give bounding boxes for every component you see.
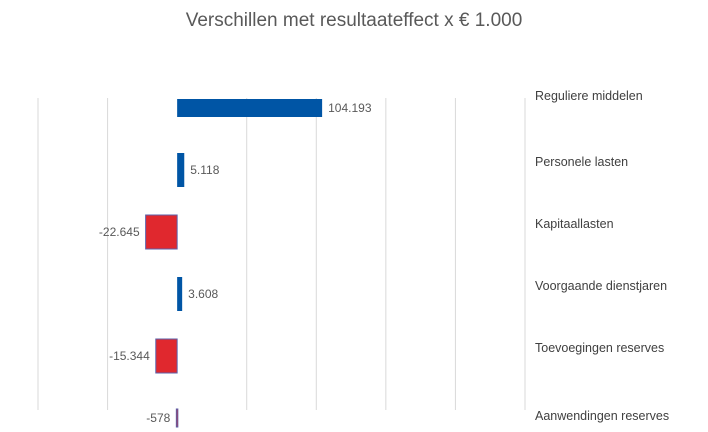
chart-title: Verschillen met resultaateffect x € 1.00… (185, 10, 523, 31)
data-label: 3.608 (188, 287, 218, 301)
bar (177, 99, 323, 117)
data-label: 5.118 (190, 163, 219, 177)
data-labels: 104.193 5.118 -22.645 3.608 -15.344 -578 (99, 101, 372, 425)
gridlines (37, 98, 526, 410)
category-label: Reguliere middelen (535, 89, 643, 103)
bar (177, 153, 185, 187)
data-label: -578 (146, 411, 170, 425)
data-label: -15.344 (109, 349, 150, 363)
bar (175, 408, 179, 428)
data-label: -22.645 (99, 225, 140, 239)
data-label: 104.193 (328, 101, 372, 115)
category-label: Toevoegingen reserves (535, 341, 664, 355)
bar (145, 214, 178, 250)
category-label: Kapitaallasten (535, 217, 614, 231)
bar (155, 338, 178, 374)
category-label: Voorgaande dienstjaren (535, 279, 667, 293)
category-label: Personele lasten (535, 155, 628, 169)
bar (177, 277, 183, 311)
bars (145, 99, 323, 428)
category-label: Aanwendingen reserves (535, 409, 669, 423)
category-labels: Reguliere middelen Personele lasten Kapita… (535, 89, 669, 423)
